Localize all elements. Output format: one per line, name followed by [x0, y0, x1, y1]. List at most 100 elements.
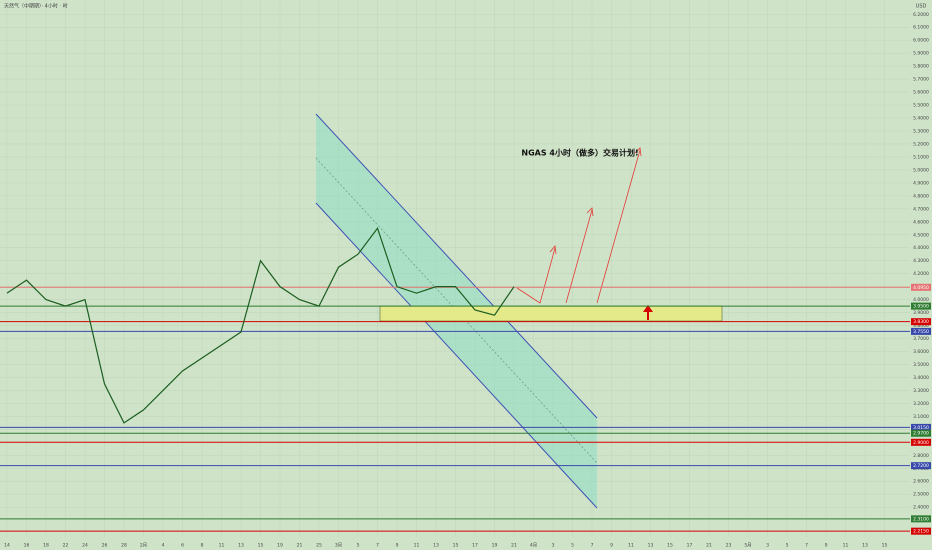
y-tick-label: 5.1000 [913, 154, 929, 160]
price-tag-label: 3.8300 [913, 319, 929, 325]
x-tick-label: 5月 [744, 543, 751, 549]
y-tick-label: 5.5000 [913, 103, 929, 109]
y-tick-label: 2.4000 [913, 505, 929, 511]
y-tick-label: 4.3000 [913, 258, 929, 264]
y-tick-label: 3.7000 [913, 336, 929, 342]
x-tick-label: 13 [648, 543, 654, 549]
x-tick-label: 8 [201, 543, 204, 549]
y-tick-label: 4.6000 [913, 219, 929, 225]
x-tick-label: 28 [121, 543, 127, 549]
x-tick-label: 22 [63, 543, 69, 549]
y-tick-label: 3.6000 [913, 349, 929, 355]
x-tick-label: 19 [492, 543, 498, 549]
y-tick-label: 3.2000 [913, 401, 929, 407]
price-tag-label: 2.9700 [913, 431, 929, 437]
x-tick-label: 3 [766, 543, 769, 549]
x-tick-label: 3月 [335, 543, 342, 549]
y-tick-label: 3.3000 [913, 388, 929, 394]
price-axis [910, 0, 932, 550]
price-tag [911, 283, 931, 291]
x-tick-label: 13 [238, 543, 244, 549]
y-tick-label: 4.8000 [913, 193, 929, 199]
y-tick-label: 4.5000 [913, 232, 929, 238]
x-tick-label: 5 [357, 543, 360, 549]
x-tick-label: 7 [805, 543, 808, 549]
x-tick-label: 11 [843, 543, 849, 549]
price-tag [911, 527, 931, 535]
x-tick-label: 11 [414, 543, 420, 549]
y-tick-label: 4.7000 [913, 206, 929, 212]
y-tick-label: 5.2000 [913, 141, 929, 147]
y-tick-label: 4.2000 [913, 271, 929, 277]
x-tick-label: 13 [433, 543, 439, 549]
price-tag [911, 515, 931, 523]
y-tick-label: 6.1000 [913, 25, 929, 31]
x-tick-label: 17 [687, 543, 693, 549]
y-tick-label: 4.0000 [913, 297, 929, 303]
price-tag-label: 4.0950 [913, 285, 929, 291]
y-tick-label: 5.9000 [913, 51, 929, 57]
price-tag-label: 2.9000 [913, 440, 929, 446]
x-tick-label: 7 [591, 543, 594, 549]
y-tick-label: 6.2000 [913, 12, 929, 18]
price-tag [911, 438, 931, 446]
y-tick-label: 5.6000 [913, 90, 929, 96]
price-tag [911, 423, 931, 431]
x-tick-label: 5 [786, 543, 789, 549]
price-tag [911, 302, 931, 310]
x-tick-label: 18 [43, 543, 49, 549]
y-tick-label: 3.5000 [913, 362, 929, 368]
price-tag [911, 318, 931, 326]
x-tick-label: 11 [628, 543, 634, 549]
x-tick-label: 21 [297, 543, 303, 549]
chart-title: 天然气（中期期）· 4小时 · 时 [4, 3, 68, 10]
x-tick-label: 2月 [140, 543, 147, 549]
x-tick-label: 4月 [530, 543, 537, 549]
y-tick-label: 5.4000 [913, 116, 929, 122]
price-tag-label: 2.7200 [913, 463, 929, 469]
x-tick-label: 9 [396, 543, 399, 549]
y-tick-label: 3.8000 [913, 323, 929, 329]
x-tick-label: 9 [610, 543, 613, 549]
currency: USD [916, 4, 927, 10]
x-tick-label: 24 [82, 543, 88, 549]
y-tick-label: 5.8000 [913, 64, 929, 70]
y-tick-label: 3.9000 [913, 310, 929, 316]
price-tag-label: 3.7550 [913, 329, 929, 335]
x-tick-label: 14 [4, 543, 10, 549]
y-tick-label: 3.4000 [913, 375, 929, 381]
price-tag [911, 327, 931, 335]
y-tick-label: 5.7000 [913, 77, 929, 83]
x-tick-label: 21 [706, 543, 712, 549]
x-tick-label: 9 [825, 543, 828, 549]
y-tick-label: 3.1000 [913, 414, 929, 420]
y-tick-label: 4.4000 [913, 245, 929, 251]
price-line [6, 227, 515, 424]
price-tag-label: 2.2150 [913, 529, 929, 535]
arrow [643, 305, 653, 320]
x-tick-label: 23 [726, 543, 732, 549]
x-tick-label: 15 [882, 543, 888, 549]
x-tick-label: 4 [162, 543, 165, 549]
x-tick-label: 17 [472, 543, 478, 549]
x-tick-label: 13 [862, 543, 868, 549]
projection [516, 147, 642, 304]
y-tick-label: 5.0000 [913, 167, 929, 173]
y-tick-label: 6.0000 [913, 38, 929, 44]
x-tick-label: 21 [511, 543, 517, 549]
x-tick-label: 7 [376, 543, 379, 549]
x-tick-label: 11 [219, 543, 225, 549]
y-tick-label: 2.5000 [913, 492, 929, 498]
zone [379, 305, 723, 322]
x-tick-label: 15 [258, 543, 264, 549]
x-tick-label: 25 [316, 543, 322, 549]
x-tick-label: 6 [181, 543, 184, 549]
y-tick-label: 5.3000 [913, 129, 929, 135]
price-tag-label: 3.0150 [913, 425, 929, 431]
y-tick-label: 2.6000 [913, 479, 929, 485]
x-tick-label: 16 [24, 543, 30, 549]
y-tick-label: 2.8000 [913, 453, 929, 459]
x-tick-label: 15 [667, 543, 673, 549]
x-tick-label: 3 [552, 543, 555, 549]
